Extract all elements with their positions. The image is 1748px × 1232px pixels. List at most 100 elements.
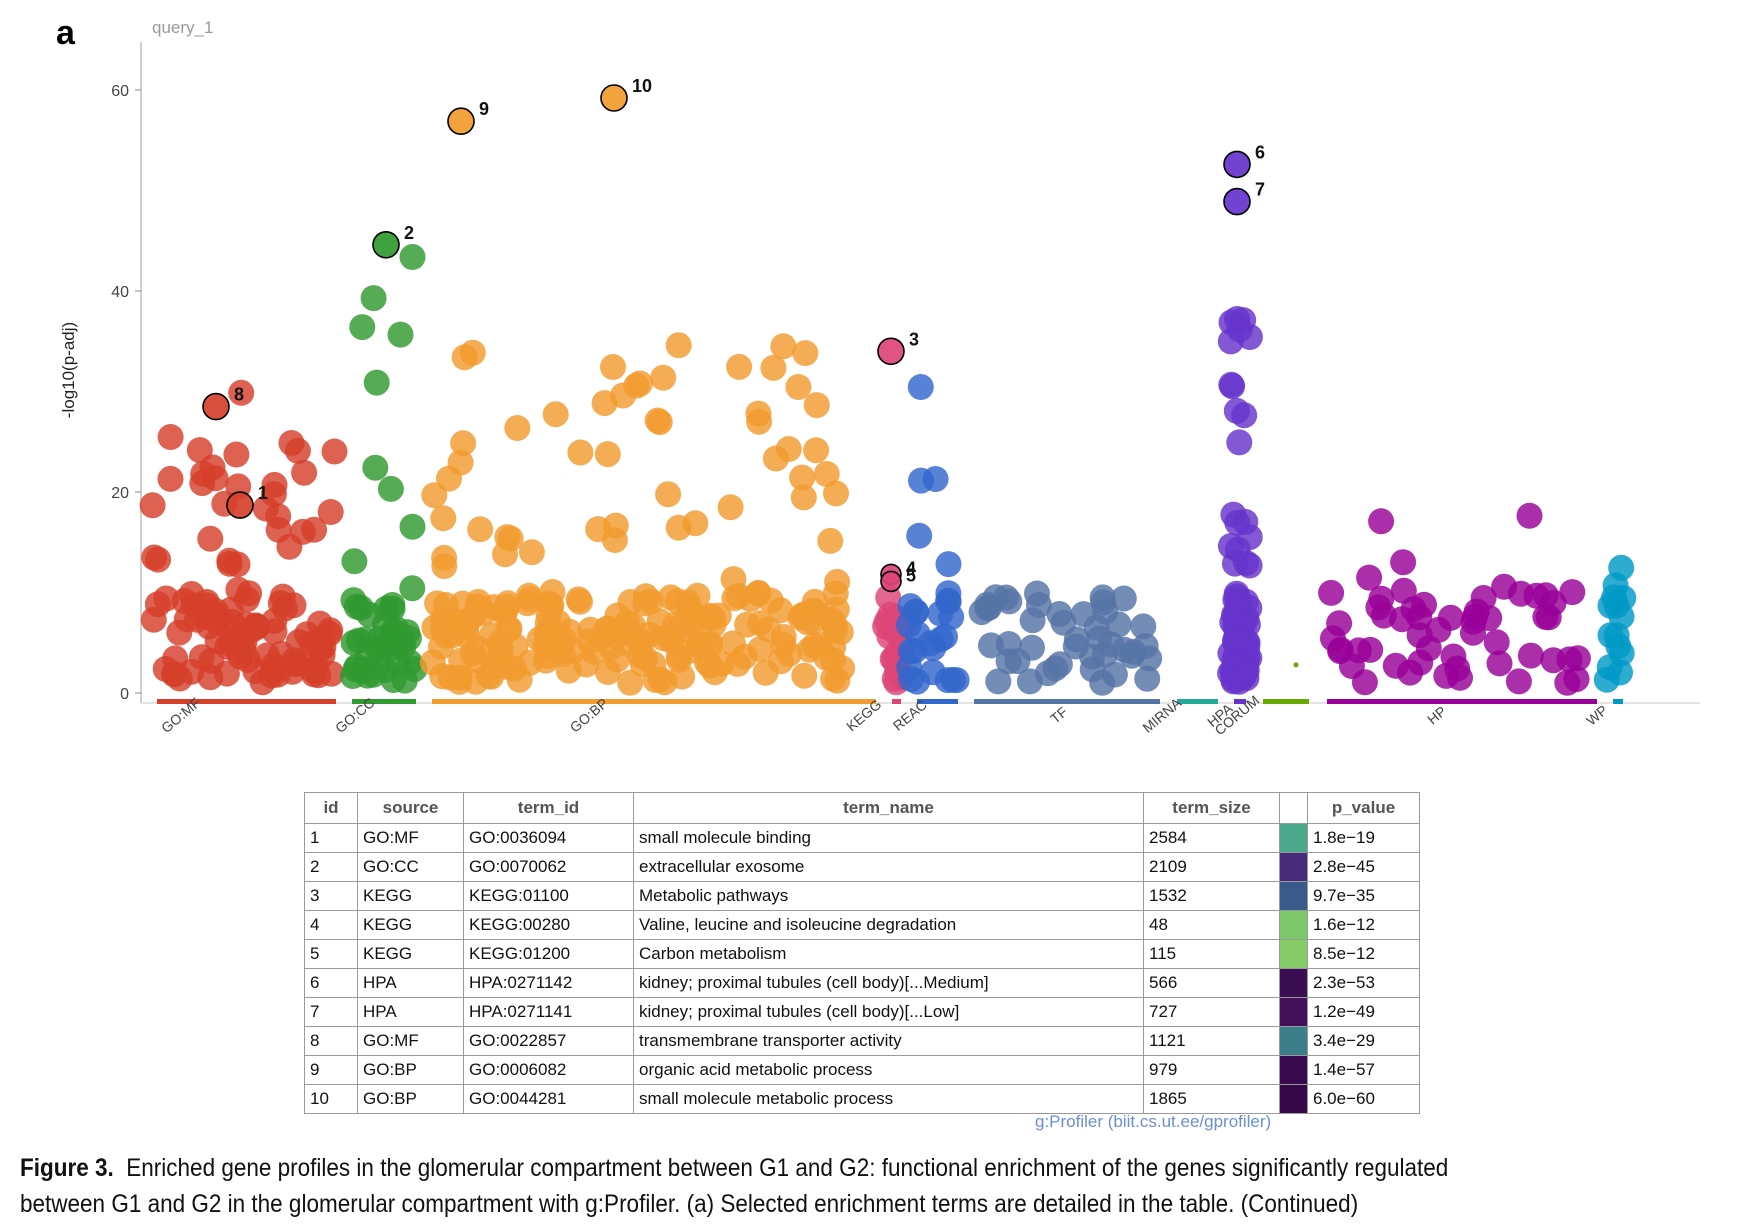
data-point	[453, 609, 480, 636]
data-point	[1440, 643, 1467, 670]
cell-term-id: GO:0006082	[463, 1055, 634, 1085]
cell-color	[1279, 1055, 1308, 1085]
data-point	[573, 651, 600, 678]
data-point	[803, 392, 830, 419]
cell-term-name: kidney; proximal tubules (cell body)[...…	[633, 968, 1144, 998]
data-point	[223, 441, 250, 468]
data-point	[906, 522, 933, 549]
data-point	[450, 430, 477, 457]
data-point	[682, 510, 709, 537]
data-point	[224, 551, 251, 578]
data-point	[345, 627, 372, 654]
data-point	[796, 636, 823, 663]
data-point	[1089, 584, 1116, 611]
data-point	[895, 612, 922, 639]
data-point	[1390, 577, 1417, 604]
gprofiler-credit: g:Profiler (biit.cs.ut.ee/gprofiler)	[1035, 1112, 1272, 1131]
highlight-point	[880, 570, 902, 593]
highlight-point	[202, 392, 230, 421]
cell-term-size: 48	[1143, 910, 1280, 940]
data-point	[1046, 601, 1073, 627]
cell-id: 4	[304, 910, 358, 940]
data-point	[617, 669, 644, 696]
data-point	[985, 668, 1012, 695]
data-point	[785, 374, 812, 400]
y-tick-label: 20	[111, 485, 129, 502]
data-point	[770, 333, 797, 360]
data-point	[1223, 397, 1250, 424]
cell-source: HPA	[357, 997, 464, 1027]
cell-p-value: 1.6e−12	[1307, 910, 1420, 940]
data-point	[934, 667, 961, 694]
data-point	[144, 591, 171, 618]
data-point	[1130, 613, 1157, 640]
data-point	[516, 582, 542, 609]
table-row: 4 KEGG KEGG:00280 Valine, leucine and isole…	[304, 910, 1420, 940]
cell-p-value: 8.5e−12	[1307, 939, 1420, 969]
header-color	[1279, 792, 1308, 824]
cell-term-id: KEGG:00280	[463, 910, 634, 940]
data-point	[190, 460, 217, 487]
cell-color	[1279, 881, 1308, 911]
data-point	[364, 649, 391, 676]
data-point	[363, 369, 390, 396]
data-point	[746, 408, 773, 435]
cell-color	[1279, 910, 1308, 940]
data-point	[762, 445, 789, 472]
cell-p-value: 6.0e−60	[1307, 1084, 1420, 1114]
data-point	[1070, 601, 1097, 628]
data-point	[1516, 502, 1543, 529]
highlight-point	[226, 491, 254, 519]
header-id: id	[304, 792, 358, 824]
data-point	[459, 640, 486, 667]
cell-color	[1279, 1084, 1308, 1114]
cell-id: 5	[304, 939, 358, 969]
table-row: 10 GO:BP GO:0044281 small molecule metaboli…	[304, 1084, 1420, 1114]
data-point	[1425, 616, 1452, 643]
data-point	[789, 464, 816, 491]
table-row: 3 KEGG KEGG:01100 Metabolic pathways 1532 9.7…	[304, 881, 1420, 911]
data-point	[310, 633, 337, 660]
cell-id: 1	[304, 823, 358, 853]
cell-color	[1279, 852, 1308, 882]
results-table: id source term_id term_name term_size p_…	[304, 792, 1420, 1114]
highlight-point	[877, 337, 905, 366]
data-point	[734, 611, 761, 638]
data-point	[824, 667, 851, 694]
data-point	[1120, 638, 1147, 665]
data-point	[362, 454, 389, 481]
table-row: 6 HPA HPA:0271142 kidney; proximal tubules …	[304, 968, 1420, 998]
data-point	[600, 354, 626, 380]
cell-term-name: small molecule metabolic process	[633, 1084, 1144, 1114]
data-point	[623, 372, 650, 399]
table-row: 7 HPA HPA:0271141 kidney; proximal tubules …	[304, 997, 1420, 1027]
cell-term-id: GO:0044281	[463, 1084, 634, 1114]
data-point	[1535, 604, 1562, 631]
data-point	[1505, 668, 1532, 695]
query-label: query_1	[152, 18, 213, 37]
data-point	[791, 662, 818, 689]
cell-term-size: 1121	[1143, 1026, 1280, 1056]
data-point	[504, 415, 531, 441]
data-point	[1226, 316, 1253, 343]
cell-source: GO:BP	[357, 1055, 464, 1085]
data-point	[321, 438, 348, 465]
cell-term-id: GO:0022857	[463, 1026, 634, 1056]
table-row: 8 GO:MF GO:0022857 transmembrane transporte…	[304, 1026, 1420, 1056]
data-point	[399, 513, 426, 540]
cell-color	[1279, 823, 1308, 853]
data-point	[228, 379, 255, 406]
cell-source: KEGG	[357, 939, 464, 969]
data-point	[432, 592, 459, 618]
cell-term-name: kidney; proximal tubules (cell body)[...…	[633, 997, 1144, 1027]
x-tick-label: TF	[1047, 704, 1070, 727]
data-point	[1368, 508, 1395, 535]
cell-term-size: 566	[1143, 968, 1280, 998]
cell-term-size: 2109	[1143, 852, 1280, 882]
data-point	[594, 441, 621, 468]
data-point	[1218, 371, 1245, 398]
x-tick-label: HP	[1424, 703, 1449, 728]
cell-p-value: 2.3e−53	[1307, 968, 1420, 998]
data-point	[1601, 584, 1628, 611]
